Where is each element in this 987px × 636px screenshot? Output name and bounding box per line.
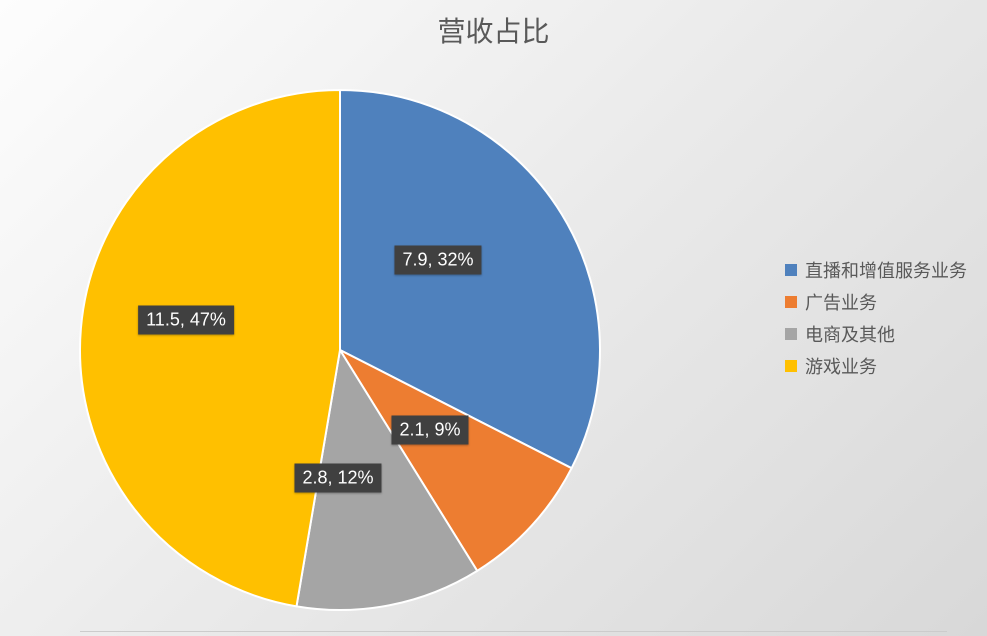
legend-swatch <box>785 360 797 372</box>
data-label: 2.8, 12% <box>294 464 381 493</box>
legend: 直播和增值服务业务广告业务电商及其他游戏业务 <box>785 251 967 385</box>
legend-label: 游戏业务 <box>805 353 877 379</box>
data-label: 7.9, 32% <box>394 246 481 275</box>
legend-item: 直播和增值服务业务 <box>785 257 967 283</box>
legend-label: 广告业务 <box>805 289 877 315</box>
data-label: 2.1, 9% <box>391 416 468 445</box>
legend-label: 直播和增值服务业务 <box>805 257 967 283</box>
legend-label: 电商及其他 <box>805 321 895 347</box>
legend-swatch <box>785 264 797 276</box>
pie-slice <box>80 90 340 606</box>
legend-swatch <box>785 296 797 308</box>
bottom-rule <box>80 631 947 632</box>
data-label: 11.5, 47% <box>138 306 234 335</box>
legend-item: 电商及其他 <box>785 321 967 347</box>
legend-item: 广告业务 <box>785 289 967 315</box>
legend-swatch <box>785 328 797 340</box>
legend-item: 游戏业务 <box>785 353 967 379</box>
